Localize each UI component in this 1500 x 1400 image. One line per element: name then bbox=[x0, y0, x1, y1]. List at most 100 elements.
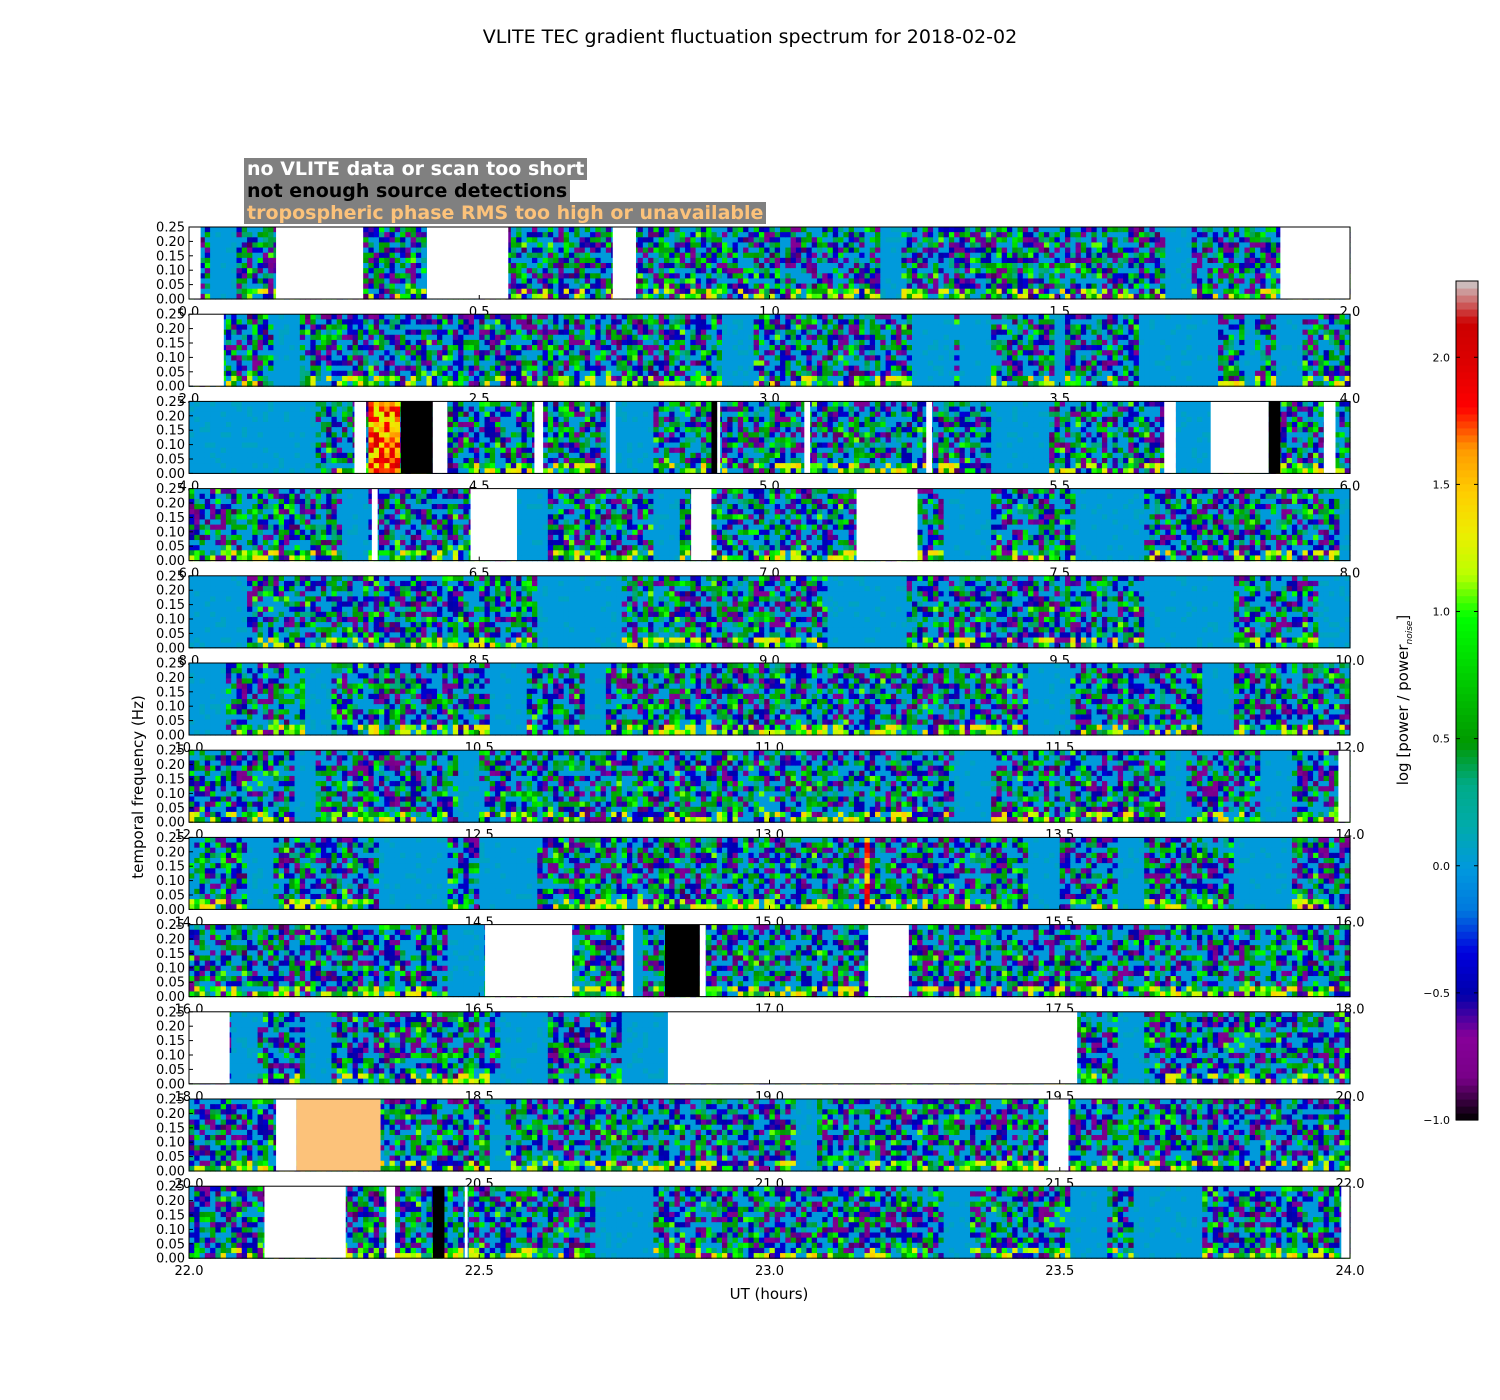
spectrum-cell bbox=[970, 268, 976, 274]
spectrum-cell bbox=[258, 284, 264, 290]
spectrum-cell bbox=[880, 324, 886, 330]
spectrum-cell bbox=[247, 258, 253, 264]
spectrum-cell bbox=[1202, 253, 1208, 259]
spectrum-cell bbox=[770, 366, 776, 372]
spectrum-cell bbox=[690, 284, 696, 290]
spectrum-cell bbox=[305, 376, 311, 382]
spectrum-cell bbox=[680, 355, 686, 361]
spectrum-cell bbox=[838, 268, 844, 274]
spectrum-cell bbox=[353, 319, 359, 325]
spectrum-cell bbox=[437, 376, 443, 382]
spectrum-cell bbox=[601, 314, 607, 320]
spectrum-cell bbox=[648, 366, 654, 372]
spectrum-cell bbox=[928, 232, 934, 238]
spectrum-cell bbox=[775, 242, 781, 248]
spectrum-cell bbox=[775, 314, 781, 320]
spectrum-cell bbox=[933, 232, 939, 238]
spectrum-cell bbox=[1266, 242, 1272, 248]
spectrum-cell bbox=[854, 366, 860, 372]
spectrum-cell bbox=[754, 284, 760, 290]
spectrum-cell bbox=[215, 232, 221, 238]
spectrum-cell bbox=[733, 350, 739, 356]
spectrum-cell bbox=[601, 263, 607, 269]
spectrum-cell bbox=[527, 237, 533, 243]
spectrum-cell bbox=[812, 319, 818, 325]
spectrum-cell bbox=[395, 314, 401, 320]
spectrum-cell bbox=[1260, 289, 1266, 295]
spectrum-cell bbox=[1023, 232, 1029, 238]
spectrum-cell bbox=[279, 330, 285, 336]
spectrum-cell bbox=[215, 248, 221, 254]
spectrum-cell bbox=[822, 345, 828, 351]
spectrum-cell bbox=[770, 350, 776, 356]
spectrum-cell bbox=[680, 314, 686, 320]
spectrum-cell bbox=[421, 360, 427, 366]
spectrum-cell bbox=[643, 242, 649, 248]
spectrum-cell bbox=[648, 263, 654, 269]
spectrum-cell bbox=[564, 371, 570, 377]
spectrum-cell bbox=[796, 273, 802, 279]
spectrum-cell bbox=[954, 284, 960, 290]
spectrum-cell bbox=[1002, 227, 1008, 233]
spectrum-cell bbox=[675, 258, 681, 264]
spectrum-cell bbox=[996, 268, 1002, 274]
spectrum-cell bbox=[1186, 289, 1192, 295]
spectrum-cell bbox=[421, 258, 427, 264]
spectrum-cell bbox=[1213, 278, 1219, 284]
spectrum-cell bbox=[801, 227, 807, 233]
spectrum-cell bbox=[548, 340, 554, 346]
spectrum-cell bbox=[796, 345, 802, 351]
spectrum-cell bbox=[258, 314, 264, 320]
spectrum-cell bbox=[733, 278, 739, 284]
spectrum-cell bbox=[722, 355, 728, 361]
spectrum-cell bbox=[849, 248, 855, 254]
spectrum-cell bbox=[991, 289, 997, 295]
spectrum-cell bbox=[764, 242, 770, 248]
spectrum-cell bbox=[463, 319, 469, 325]
spectrum-cell bbox=[1255, 273, 1261, 279]
spectrum-cell bbox=[569, 340, 575, 346]
spectrum-cell bbox=[205, 278, 211, 284]
spectrum-cell bbox=[237, 330, 243, 336]
spectrum-cell bbox=[864, 314, 870, 320]
spectrum-cell bbox=[247, 355, 253, 361]
spectrum-cell bbox=[791, 371, 797, 377]
spectrum-cell bbox=[1065, 237, 1071, 243]
spectrum-cell bbox=[812, 253, 818, 259]
spectrum-cell bbox=[891, 263, 897, 269]
spectrum-cell bbox=[780, 242, 786, 248]
y-tick-label: 0.05 bbox=[156, 278, 185, 293]
spectrum-cell bbox=[532, 350, 538, 356]
spectrum-cell bbox=[1070, 278, 1076, 284]
spectrum-cell bbox=[585, 237, 591, 243]
spectrum-cell bbox=[791, 273, 797, 279]
spectrum-cell bbox=[675, 237, 681, 243]
spectrum-cell bbox=[1128, 263, 1134, 269]
spectrum-cell bbox=[748, 248, 754, 254]
spectrum-cell bbox=[696, 227, 702, 233]
spectrum-cell bbox=[901, 227, 907, 233]
spectrum-cell bbox=[437, 324, 443, 330]
spectrum-cell bbox=[347, 366, 353, 372]
spectrum-cell bbox=[580, 376, 586, 382]
spectrum-cell bbox=[1086, 263, 1092, 269]
spectrum-cell bbox=[511, 227, 517, 233]
spectrum-cell bbox=[1171, 253, 1177, 259]
spectrum-cell bbox=[944, 248, 950, 254]
spectrum-cell bbox=[759, 366, 765, 372]
spectrum-cell bbox=[1123, 232, 1129, 238]
spectrum-cell bbox=[400, 366, 406, 372]
spectrum-cell bbox=[553, 345, 559, 351]
spectrum-cell bbox=[754, 268, 760, 274]
spectrum-cell bbox=[273, 330, 279, 336]
spectrum-cell bbox=[706, 278, 712, 284]
spectrum-cell bbox=[252, 330, 258, 336]
spectrum-cell bbox=[859, 268, 865, 274]
spectrum-cell bbox=[590, 273, 596, 279]
spectrum-cell bbox=[1271, 263, 1277, 269]
spectrum-cell bbox=[237, 273, 243, 279]
spectrum-cell bbox=[780, 263, 786, 269]
spectrum-cell bbox=[405, 278, 411, 284]
spectrum-cell bbox=[970, 289, 976, 295]
spectrum-cell bbox=[1107, 284, 1113, 290]
